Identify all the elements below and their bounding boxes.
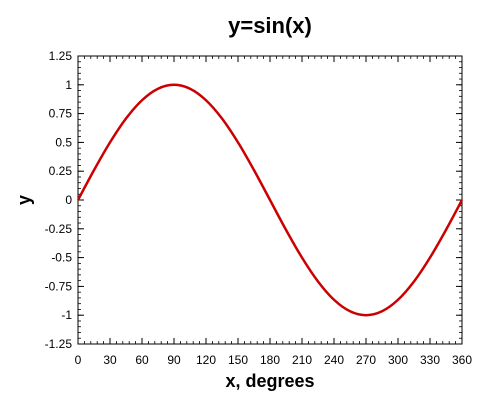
y-axis-label: y xyxy=(14,195,34,205)
x-tick-label: 60 xyxy=(135,353,149,367)
chart-title: y=sin(x) xyxy=(228,13,312,38)
x-tick-label: 180 xyxy=(260,353,280,367)
y-tick-label: -0.75 xyxy=(45,279,73,293)
x-axis-ticks: 0 30 60 90 120 150 180 210 240 270 300 330 360 xyxy=(75,56,472,367)
x-tick-label: 300 xyxy=(388,353,408,367)
x-tick-label: 120 xyxy=(196,353,216,367)
x-tick-label: 240 xyxy=(324,353,344,367)
y-tick-label: -0.25 xyxy=(45,222,73,236)
x-tick-label: 0 xyxy=(75,353,82,367)
y-tick-label: 1 xyxy=(65,78,72,92)
y-tick-label: -1 xyxy=(61,308,72,322)
x-tick-label: 90 xyxy=(167,353,181,367)
x-tick-label: 210 xyxy=(292,353,312,367)
y-tick-label: 0.75 xyxy=(49,107,73,121)
y-tick-label: -1.25 xyxy=(45,337,73,351)
y-axis-ticks: 1.25 1 0.75 0.5 0.25 0 -0.25 -0.5 -0.75 -1 -1.25 xyxy=(45,49,462,351)
y-tick-label: 0.25 xyxy=(49,164,73,178)
y-tick-label: 0 xyxy=(65,193,72,207)
series-layer xyxy=(76,83,464,317)
x-tick-label: 330 xyxy=(420,353,440,367)
y-tick-label: -0.5 xyxy=(51,251,72,265)
x-axis-label: x, degrees xyxy=(225,371,314,391)
x-tick-label: 150 xyxy=(228,353,248,367)
x-tick-label: 30 xyxy=(103,353,117,367)
x-tick-label: 270 xyxy=(356,353,376,367)
y-tick-label: 0.5 xyxy=(55,135,72,149)
x-tick-label: 360 xyxy=(452,353,472,367)
y-tick-label: 1.25 xyxy=(49,49,73,63)
